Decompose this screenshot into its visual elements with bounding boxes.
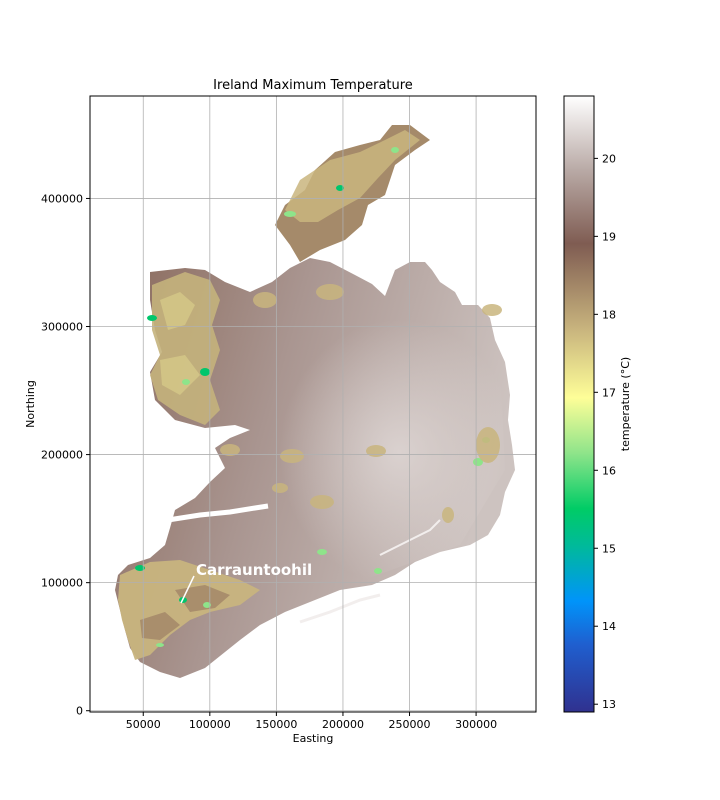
annotation-arrow bbox=[180, 575, 195, 604]
y-tick-label: 300000 bbox=[41, 321, 83, 334]
colorbar-label: temperature (°C) bbox=[619, 357, 632, 451]
x-tick-label: 200000 bbox=[322, 718, 364, 731]
ireland-map bbox=[115, 125, 515, 678]
chart-title: Ireland Maximum Temperature bbox=[213, 78, 413, 93]
colorbar-tick-label: 14 bbox=[602, 620, 616, 633]
summit-patch bbox=[203, 602, 211, 608]
colorbar-ticks: 13 14 15 16 17 18 19 20 bbox=[594, 152, 616, 711]
colorbar-tick-label: 19 bbox=[602, 230, 616, 243]
x-tick-label: 100000 bbox=[189, 718, 231, 731]
summit-patch bbox=[473, 458, 483, 466]
summit-patch bbox=[284, 211, 296, 217]
summit-patch bbox=[200, 368, 210, 376]
west-coast-detail bbox=[160, 292, 200, 395]
x-tick-label: 150000 bbox=[255, 718, 297, 731]
grid-lines bbox=[90, 96, 536, 712]
x-axis-label: Easting bbox=[293, 732, 334, 745]
y-tick-label: 400000 bbox=[41, 192, 83, 205]
river-channel bbox=[379, 519, 441, 556]
upland-patch bbox=[442, 507, 454, 523]
x-tick-label: 300000 bbox=[455, 718, 497, 731]
colorbar bbox=[563, 95, 595, 713]
y-tick-label: 100000 bbox=[41, 577, 83, 590]
river-channel bbox=[299, 593, 381, 624]
summit-patch bbox=[147, 315, 157, 321]
inland-uplands bbox=[220, 284, 502, 523]
summit-patch bbox=[135, 565, 145, 571]
upland-patch bbox=[220, 444, 240, 456]
colorbar-tick-label: 18 bbox=[602, 308, 616, 321]
upland-patch bbox=[476, 427, 500, 463]
y-axis-ticks: 0 100000 200000 300000 400000 bbox=[41, 192, 90, 718]
summit-patch bbox=[317, 549, 327, 555]
shannon-estuary bbox=[167, 503, 269, 523]
upland-patch bbox=[280, 449, 304, 463]
inland-warm-region bbox=[240, 290, 505, 585]
summit-patch bbox=[156, 643, 164, 647]
x-tick-label: 50000 bbox=[126, 718, 161, 731]
summit-patch bbox=[336, 185, 344, 191]
colorbar-tick-label: 15 bbox=[602, 542, 616, 555]
x-axis-ticks: 50000 100000 150000 200000 250000 300000 bbox=[126, 712, 497, 731]
upland-patch bbox=[310, 495, 334, 509]
donegal-highlands bbox=[285, 130, 420, 222]
colorbar-tick-label: 16 bbox=[602, 464, 616, 477]
upland-patch bbox=[316, 284, 344, 300]
upland-patch bbox=[366, 445, 386, 457]
y-tick-label: 0 bbox=[76, 705, 83, 718]
colorbar-tick-label: 13 bbox=[602, 698, 616, 711]
y-tick-label: 200000 bbox=[41, 449, 83, 462]
axes-frame bbox=[89, 95, 537, 713]
kerry-mountains bbox=[140, 585, 230, 640]
x-tick-label: 250000 bbox=[389, 718, 431, 731]
summit-patch bbox=[391, 147, 399, 153]
upland-patch bbox=[253, 292, 277, 308]
colorbar-tick-label: 20 bbox=[602, 152, 616, 165]
summit-patch bbox=[374, 568, 382, 574]
upland-patch bbox=[482, 304, 502, 316]
colorbar-tick-label: 17 bbox=[602, 386, 616, 399]
summit-patch bbox=[182, 379, 190, 385]
y-axis-label: Northing bbox=[24, 380, 37, 428]
annotation-label: Carrauntoohil bbox=[196, 561, 312, 579]
upland-patch bbox=[272, 483, 288, 493]
